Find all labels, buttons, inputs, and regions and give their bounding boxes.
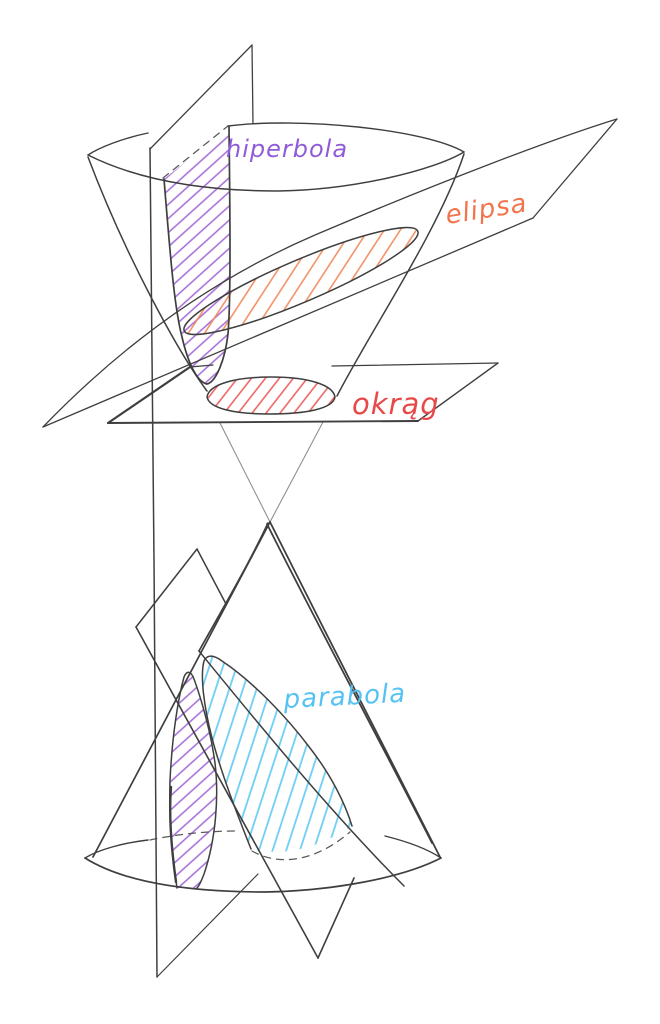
- hyperbola-lower-branch-bold-retrace: [169, 785, 178, 884]
- horizontal-plane-right-edge: [417, 362, 499, 422]
- horizontal-plane-left-edge: [106, 365, 192, 425]
- okrag-label: okrąg: [352, 387, 440, 421]
- construction-lines: [219, 421, 324, 523]
- back-plane-top-stub: [196, 548, 227, 605]
- base-ellipse-hidden-dash: [149, 830, 239, 841]
- horizontal-plane-front-edge: [107, 420, 419, 424]
- ellipse-section-outline: [183, 226, 419, 336]
- upper-cone-rim-back-arc-right: [227, 122, 465, 153]
- hyperbola-upper-branch-outline: [163, 126, 231, 385]
- parabola-section-hatch: [202, 656, 352, 852]
- horizontal-plane-back-edge: [331, 362, 499, 367]
- cone-generator-right-to-vertex: [269, 421, 324, 523]
- main-ink: [42, 44, 618, 978]
- circle-section-outline: [206, 376, 336, 415]
- vertical-plane-top-edge: [149, 44, 253, 150]
- lower-cone-base-back-arc-left: [84, 839, 149, 859]
- back-plane-bottom-edge: [317, 877, 355, 959]
- lower-cone-base-front-arc: [84, 857, 442, 893]
- upper-cone-rim-front-arc: [87, 151, 465, 192]
- back-plane-top-edge: [135, 548, 198, 628]
- hidden-lines: [149, 125, 351, 861]
- circle-section-hatch: [207, 377, 335, 414]
- upper-cone-rim-back-arc-left: [87, 132, 149, 156]
- upper-cone-right-side: [336, 153, 465, 397]
- ellipse-plane-bottom-edge: [42, 217, 534, 428]
- lower-cone-base-back-arc-right: [384, 835, 442, 859]
- hyperbola-upper-branch-hatch: [164, 127, 230, 384]
- horizontal-plane-back-edge-stub: [189, 364, 214, 368]
- back-plane-long-edge: [135, 626, 319, 959]
- hiperbola-label: hiperbola: [226, 135, 348, 163]
- parabola-plane-right-edge: [266, 523, 433, 844]
- labels: hiperbola elipsa okrąg parabola: [226, 135, 530, 715]
- parabola-label: parabola: [282, 679, 407, 715]
- parabola-plane-left-edge: [198, 522, 269, 652]
- vertical-plane-left-edge: [149, 147, 158, 978]
- ellipse-plane-right-edge: [532, 118, 618, 219]
- section-fills: [164, 127, 419, 888]
- vertical-plane-right-edge: [251, 44, 254, 125]
- parabola-bottom-hidden-dash: [251, 831, 351, 861]
- cone-generator-left-to-vertex: [219, 422, 271, 523]
- ellipse-plane-top-edge: [42, 118, 618, 428]
- ellipse-section-hatch: [183, 227, 419, 335]
- parabola-plane-bottom-edge: [198, 650, 405, 887]
- hyperbola-lower-branch-outline: [169, 671, 218, 889]
- parabola-section-outline: [201, 655, 353, 850]
- hyperbola-chord-hidden-dash: [162, 125, 229, 179]
